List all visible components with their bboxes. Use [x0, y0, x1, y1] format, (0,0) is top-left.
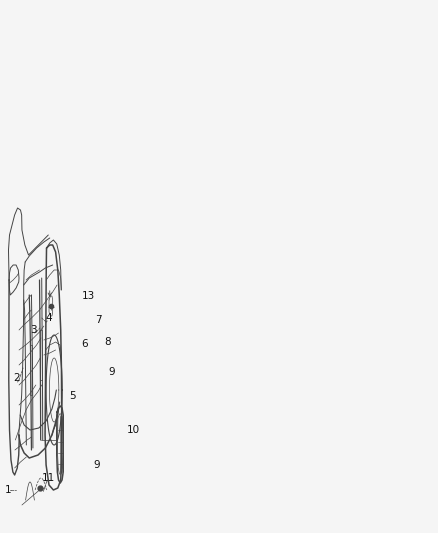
Text: 1: 1	[5, 485, 11, 495]
Text: 13: 13	[82, 291, 95, 301]
Text: 4: 4	[45, 313, 52, 323]
Text: 7: 7	[95, 315, 102, 325]
Text: 9: 9	[93, 460, 99, 470]
Text: 11: 11	[42, 473, 56, 483]
Text: 8: 8	[104, 337, 111, 347]
Text: 10: 10	[127, 425, 140, 435]
Text: 3: 3	[30, 325, 37, 335]
Text: 6: 6	[81, 339, 88, 349]
Text: 2: 2	[13, 373, 20, 383]
Text: 5: 5	[70, 391, 76, 401]
Text: 9: 9	[108, 367, 115, 377]
